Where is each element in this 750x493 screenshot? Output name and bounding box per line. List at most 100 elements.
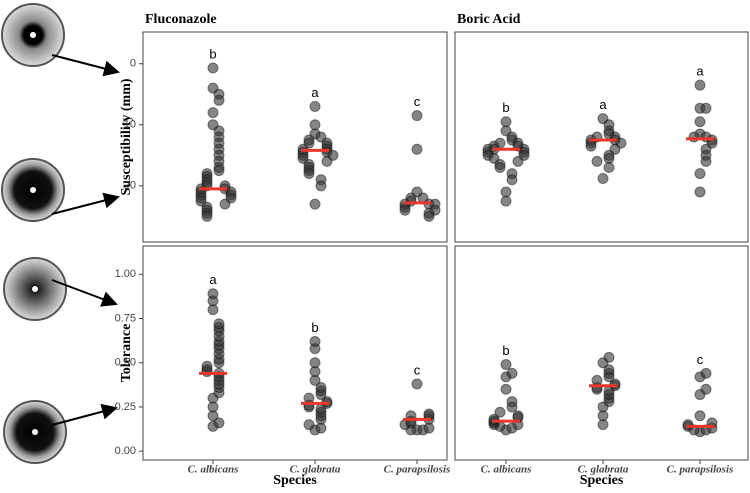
disk-center	[30, 32, 36, 38]
data-point	[411, 143, 423, 155]
data-point	[213, 318, 225, 330]
x-axis-label: Species	[273, 473, 317, 488]
data-point	[303, 419, 315, 431]
arrow	[51, 54, 120, 77]
data-point	[219, 198, 231, 210]
data-point	[207, 288, 219, 300]
y-tick-label: 0.00	[115, 445, 136, 457]
data-point	[500, 383, 512, 395]
disk-center	[32, 429, 38, 435]
data-point	[694, 186, 706, 198]
data-point	[201, 360, 213, 372]
y-tick-label: 20	[124, 180, 136, 192]
data-point	[201, 210, 213, 222]
disk-center	[32, 286, 38, 292]
data-point	[585, 140, 597, 152]
significance-letter: a	[209, 272, 217, 287]
data-point	[500, 358, 512, 370]
panel-title: Boric Acid	[457, 12, 521, 27]
data-point	[591, 155, 603, 167]
significance-letter: b	[502, 343, 509, 358]
significance-letter: b	[502, 100, 509, 115]
y-tick-label: 0	[130, 58, 136, 70]
data-point	[423, 210, 435, 222]
data-point	[694, 410, 706, 422]
data-point	[309, 100, 321, 112]
y-axis-label: Susceptibility (mm)	[119, 78, 134, 195]
x-tick-label: C. albicans	[481, 464, 532, 476]
data-point	[603, 162, 615, 174]
data-point	[603, 152, 615, 164]
panel-frame	[454, 31, 749, 243]
significance-letter: a	[311, 85, 319, 100]
data-point	[303, 168, 315, 180]
data-point	[207, 62, 219, 74]
significance-letter: c	[414, 362, 421, 377]
arrow	[51, 403, 118, 426]
data-point	[500, 195, 512, 207]
data-point	[700, 102, 712, 114]
data-point	[207, 107, 219, 119]
disk-center	[30, 187, 36, 193]
data-point	[309, 119, 321, 131]
data-point	[303, 392, 315, 404]
data-point	[423, 408, 435, 420]
data-point	[315, 381, 327, 393]
significance-letter: a	[599, 97, 607, 112]
data-point	[309, 357, 321, 369]
data-point	[411, 110, 423, 122]
data-point	[597, 173, 609, 185]
data-point	[591, 374, 603, 386]
data-point	[694, 168, 706, 180]
data-point	[700, 155, 712, 167]
data-point	[603, 351, 615, 363]
significance-letter: c	[414, 94, 421, 109]
arrow	[51, 192, 120, 215]
data-point	[500, 116, 512, 128]
x-tick-label: C. glabrata	[578, 464, 629, 476]
data-point	[321, 155, 333, 167]
data-point	[213, 165, 225, 177]
data-point	[309, 336, 321, 348]
data-point	[682, 419, 694, 431]
panel-frame	[142, 245, 448, 461]
x-tick-label: C. parapsilosis	[667, 464, 734, 476]
x-tick-label: C. albicans	[188, 464, 239, 476]
data-point	[694, 79, 706, 91]
panel-frame	[142, 31, 448, 243]
x-axis-label: Species	[580, 473, 624, 488]
panel-frame	[454, 245, 749, 461]
data-point	[494, 162, 506, 174]
data-point	[494, 406, 506, 418]
data-point	[688, 131, 700, 143]
data-point	[694, 116, 706, 128]
data-point	[411, 378, 423, 390]
data-point	[213, 94, 225, 106]
panel-title: Fluconazole	[145, 12, 217, 27]
data-point	[603, 364, 615, 376]
data-point	[700, 383, 712, 395]
data-point	[500, 186, 512, 198]
y-tick-label: 10	[124, 119, 136, 131]
data-point	[213, 417, 225, 429]
significance-letter: b	[311, 320, 318, 335]
y-tick-label: 0.25	[115, 401, 136, 413]
arrow	[51, 279, 118, 307]
data-point	[506, 174, 518, 186]
data-point	[506, 367, 518, 379]
data-point	[512, 410, 524, 422]
data-point	[700, 367, 712, 379]
x-tick-label: C. parapsilosis	[384, 464, 451, 476]
significance-letter: a	[696, 64, 704, 79]
x-tick-label: C. glabrata	[290, 464, 341, 476]
y-tick-label: 0.50	[115, 357, 136, 369]
significance-letter: c	[697, 352, 704, 367]
data-point	[399, 204, 411, 216]
data-point	[309, 198, 321, 210]
y-axis-label: Tolerance	[119, 324, 134, 383]
data-point	[506, 396, 518, 408]
data-point	[315, 180, 327, 192]
disk-illustrations	[1, 3, 120, 464]
y-tick-label: 0.75	[115, 312, 136, 324]
